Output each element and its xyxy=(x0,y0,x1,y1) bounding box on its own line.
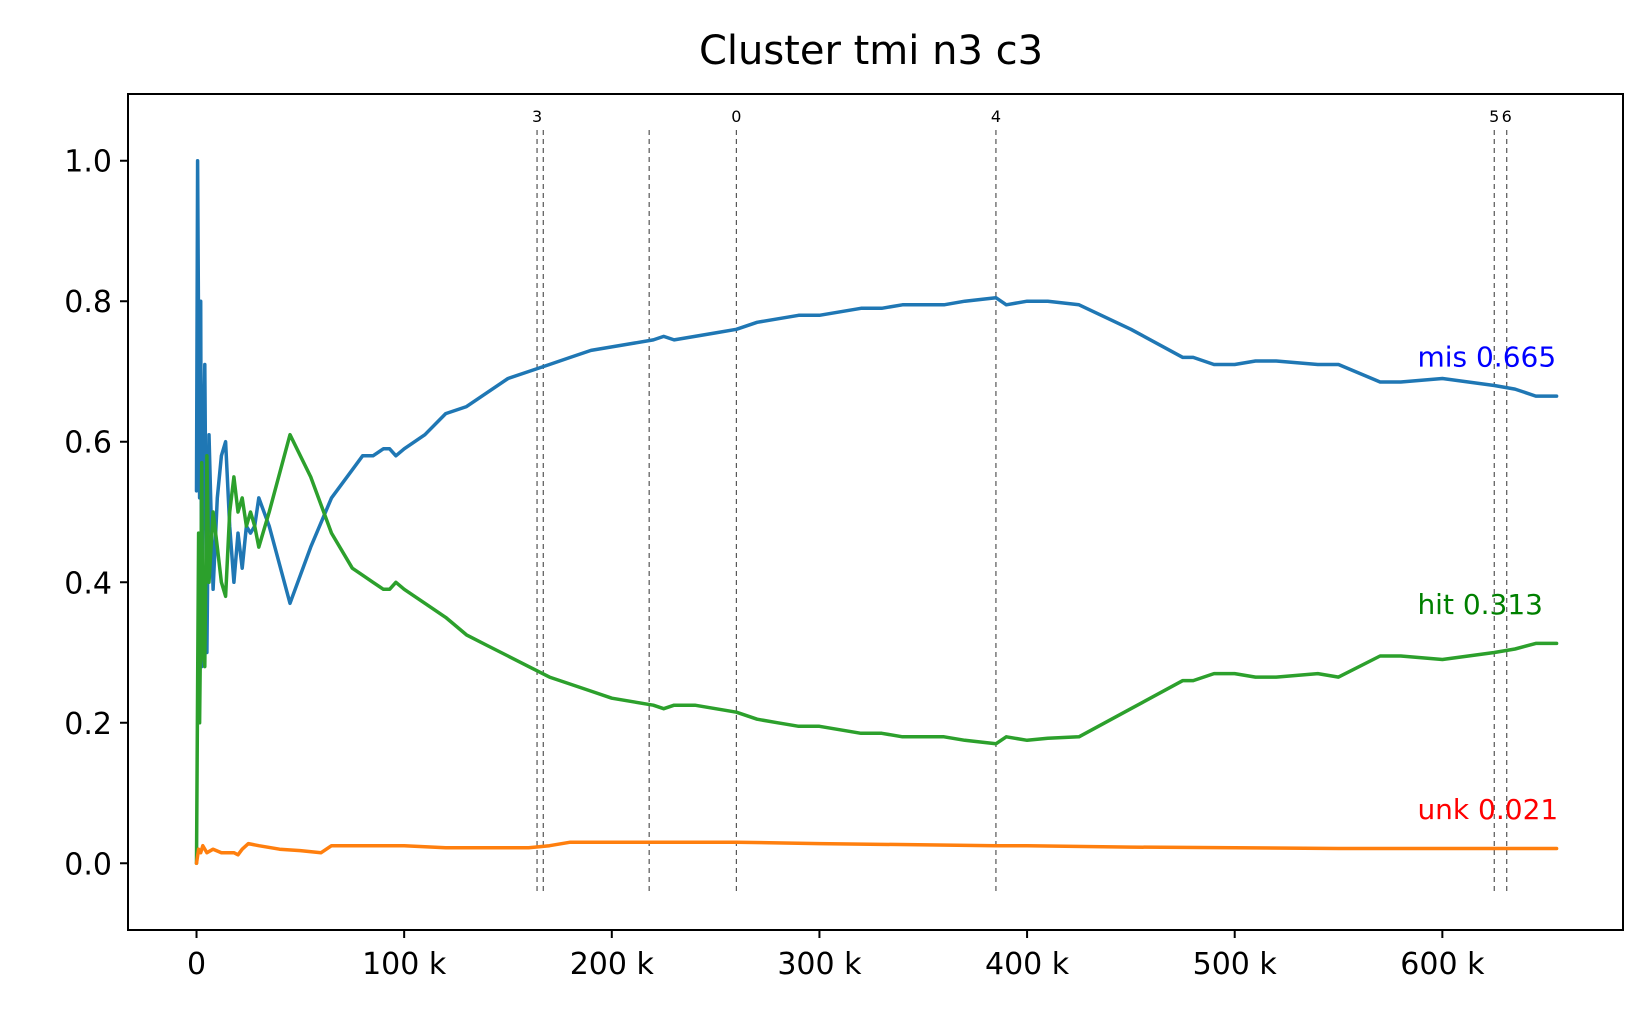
series-end-label-mis: mis 0.665 xyxy=(1417,341,1556,374)
end-labels: mis 0.665 hit 0.313 unk 0.021 xyxy=(1417,341,1558,826)
x-tick-label: 300 k xyxy=(777,947,862,982)
y-tick-label: 0.6 xyxy=(64,426,112,461)
vline-label: 6 xyxy=(1502,107,1512,126)
x-tick-label: 600 k xyxy=(1400,947,1485,982)
y-tick-label: 1.0 xyxy=(64,145,112,180)
y-tick-label: 0.4 xyxy=(64,566,112,601)
vline-label: 3 xyxy=(532,107,542,126)
x-tick-label: 400 k xyxy=(985,947,1070,982)
plot-frame xyxy=(127,93,1624,931)
y-tick-label: 0.8 xyxy=(64,285,112,320)
x-axis: 0 100 k 200 k 300 k 400 k 500 k 600 k xyxy=(187,930,1485,982)
series-end-label-unk: unk 0.021 xyxy=(1417,793,1558,826)
series-line-mis xyxy=(194,158,1559,669)
y-tick-label: 0.0 xyxy=(64,847,112,882)
x-tick-label: 100 k xyxy=(362,947,447,982)
chart-title: Cluster tmi n3 c3 xyxy=(699,28,1043,74)
vline-label: 5 xyxy=(1489,107,1499,126)
series-line-unk xyxy=(194,840,1559,866)
series-lines xyxy=(194,158,1559,866)
y-tick-label: 0.2 xyxy=(64,707,112,742)
x-tick-label: 200 k xyxy=(570,947,655,982)
vline-label: 4 xyxy=(991,107,1001,126)
y-axis: 0.0 0.2 0.4 0.6 0.8 1.0 xyxy=(64,145,128,882)
x-tick-label: 500 k xyxy=(1193,947,1278,982)
x-tick-label: 0 xyxy=(187,947,206,982)
series-end-label-hit: hit 0.313 xyxy=(1417,588,1543,621)
series-line-hit xyxy=(194,432,1559,866)
vline-label: 0 xyxy=(731,107,741,126)
